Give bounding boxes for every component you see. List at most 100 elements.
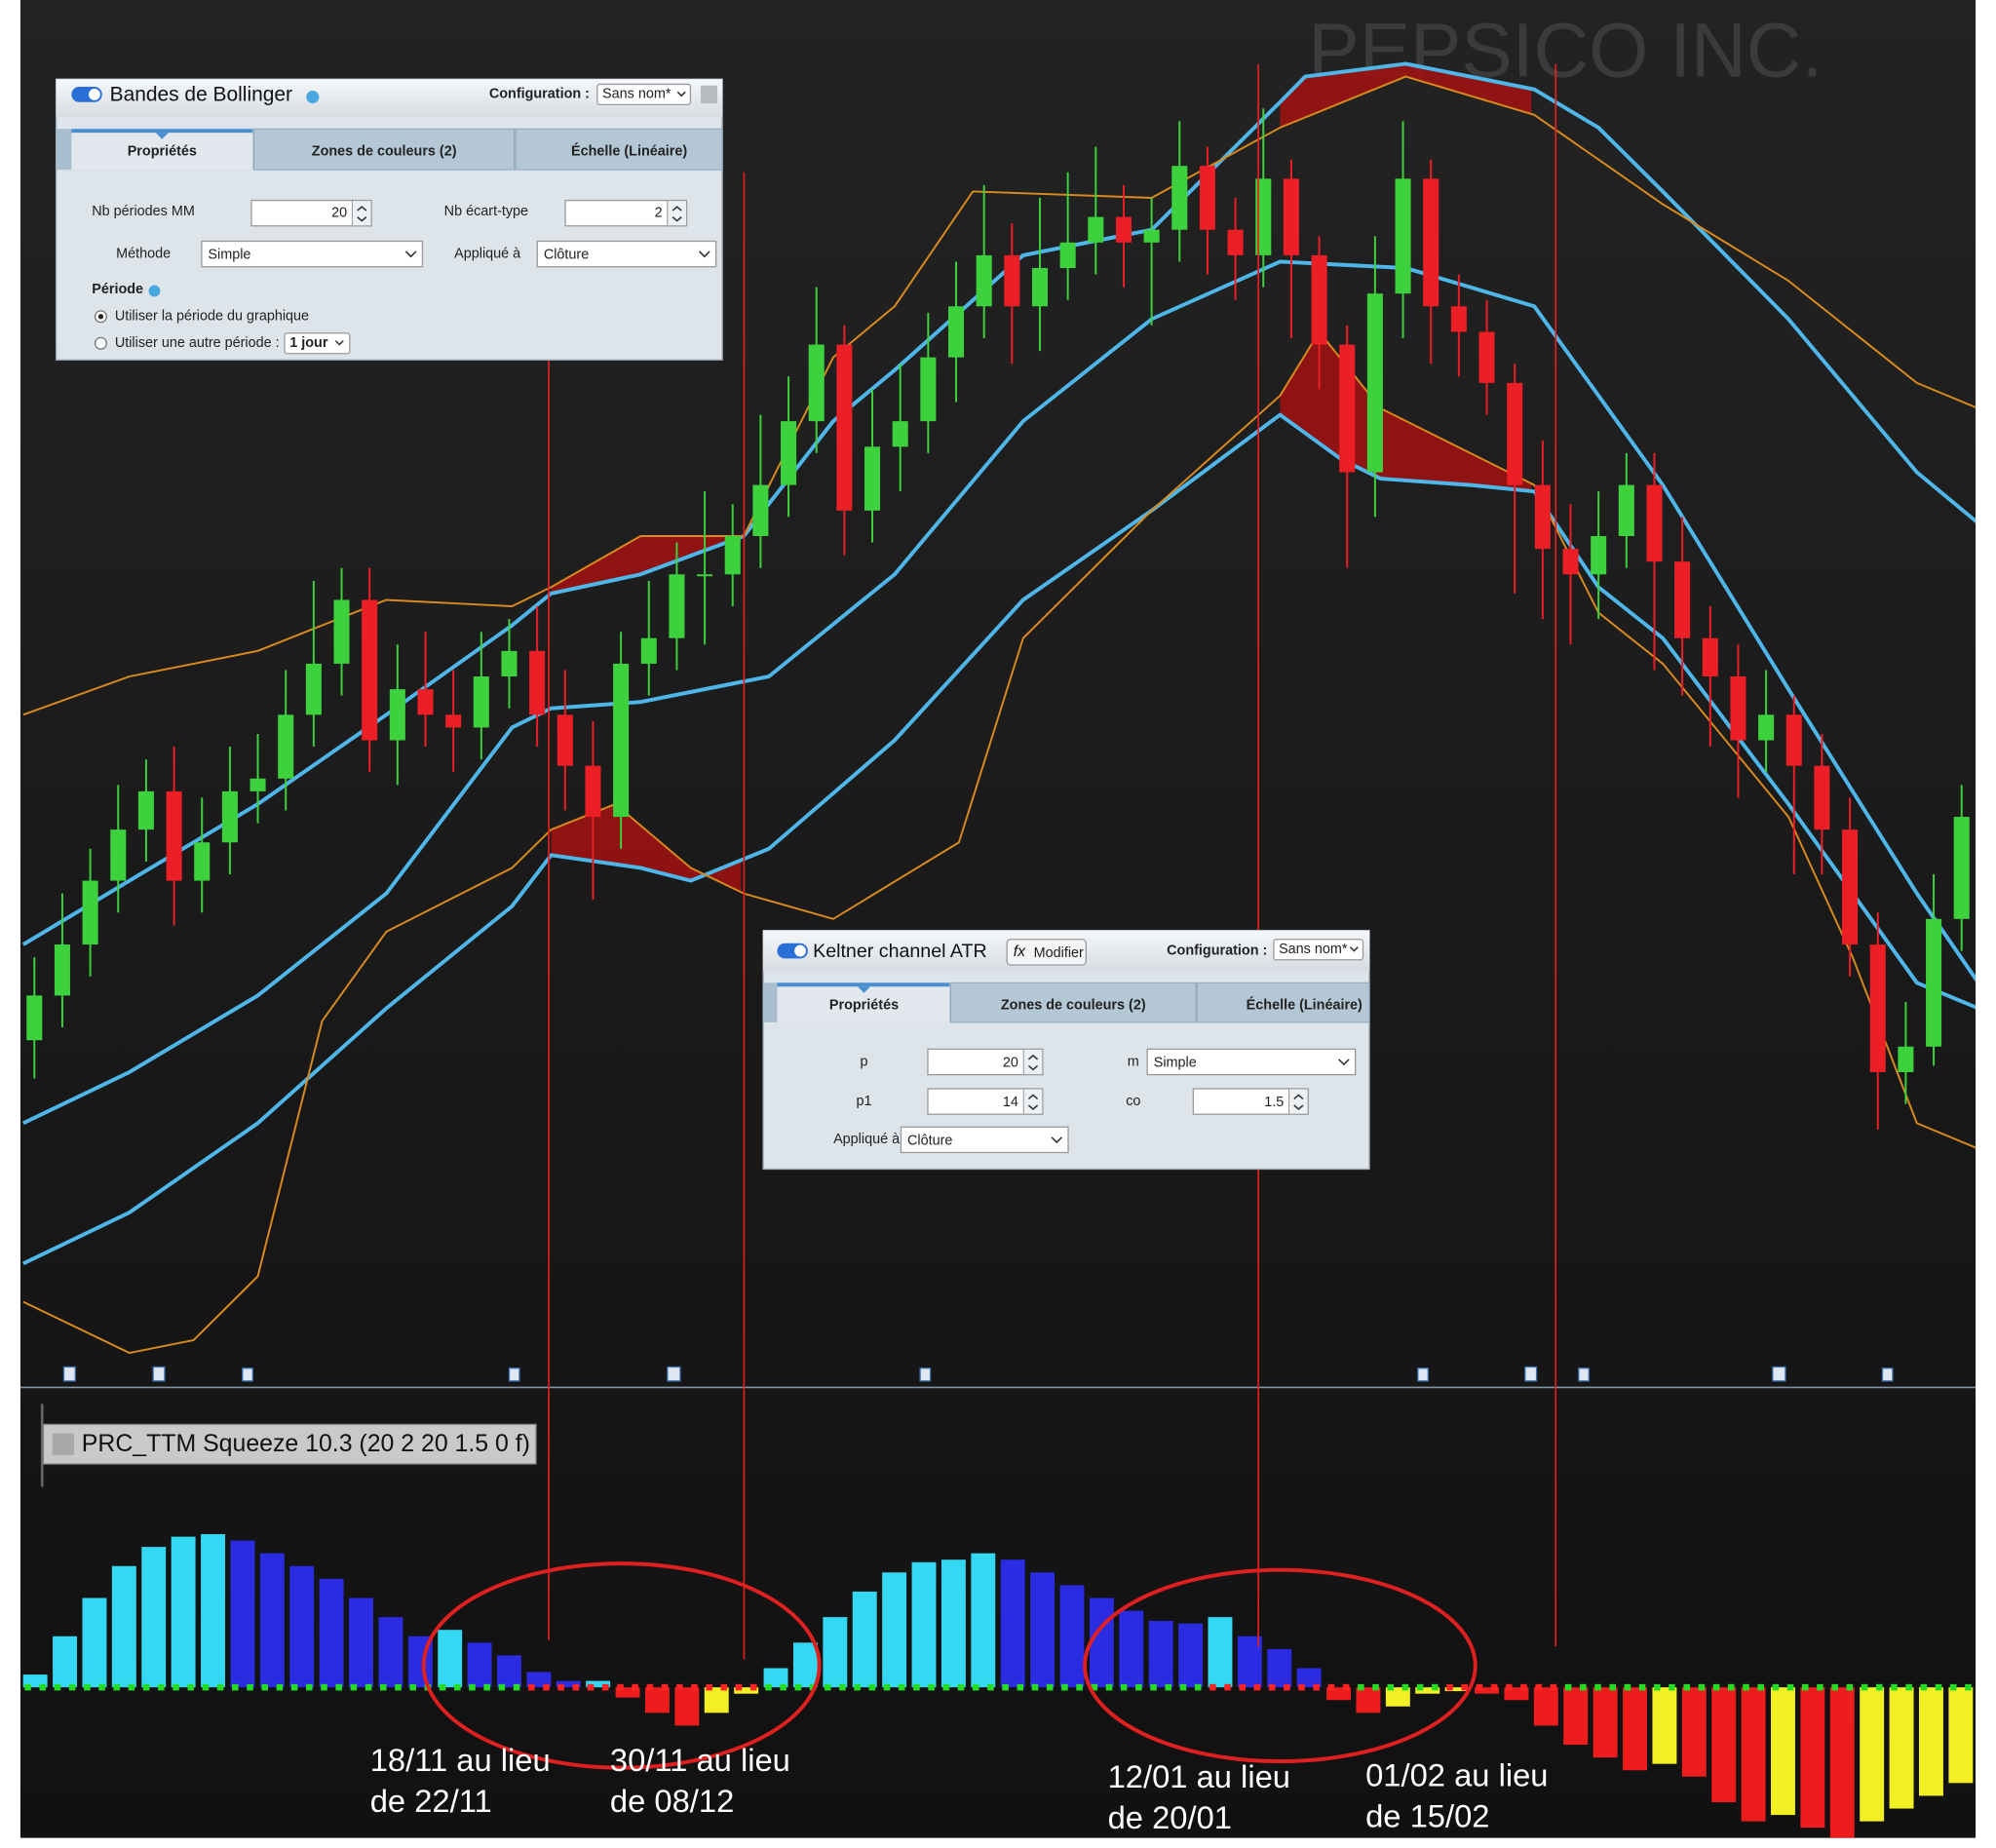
event-icon[interactable] bbox=[1578, 1367, 1590, 1382]
tab[interactable] bbox=[950, 982, 1197, 1023]
squeeze-dot bbox=[1224, 1683, 1231, 1691]
squeeze-dot bbox=[1786, 1683, 1794, 1691]
config-label: Configuration : bbox=[1167, 943, 1267, 958]
select[interactable] bbox=[536, 240, 717, 268]
squeeze-dot bbox=[1698, 1683, 1706, 1691]
candle-body bbox=[1031, 267, 1049, 307]
squeeze-dot bbox=[39, 1683, 47, 1691]
candle-body bbox=[724, 535, 741, 575]
spinner[interactable] bbox=[667, 200, 688, 227]
info-icon[interactable] bbox=[148, 285, 161, 297]
field-label: co bbox=[1126, 1094, 1140, 1109]
event-icon[interactable] bbox=[919, 1367, 932, 1382]
squeeze-dot bbox=[1416, 1683, 1424, 1691]
event-icon[interactable] bbox=[242, 1367, 253, 1382]
squeeze-dot bbox=[1017, 1683, 1024, 1691]
momentum-bar bbox=[674, 1687, 700, 1726]
save-icon[interactable] bbox=[700, 85, 717, 104]
radio[interactable] bbox=[94, 336, 107, 350]
event-icon[interactable] bbox=[1524, 1366, 1538, 1382]
momentum-bar bbox=[882, 1572, 907, 1688]
squeeze-dot bbox=[113, 1683, 121, 1691]
candle-body bbox=[1366, 293, 1383, 473]
highlight-ellipse bbox=[421, 1561, 822, 1770]
select[interactable] bbox=[284, 332, 351, 355]
tab[interactable] bbox=[253, 128, 516, 171]
squeeze-dot bbox=[1401, 1683, 1409, 1691]
candle-body bbox=[26, 995, 43, 1041]
candle-body bbox=[808, 344, 825, 422]
event-icon[interactable] bbox=[1417, 1367, 1429, 1382]
momentum-bar bbox=[1356, 1687, 1381, 1713]
squeeze-dot bbox=[1905, 1683, 1912, 1691]
candle-body bbox=[1646, 484, 1663, 562]
event-icon[interactable] bbox=[1772, 1366, 1786, 1382]
tab[interactable] bbox=[515, 128, 723, 171]
input-value: 20 bbox=[331, 205, 347, 220]
momentum-bar bbox=[940, 1559, 966, 1688]
event-icon[interactable] bbox=[152, 1366, 166, 1382]
momentum-bar bbox=[1652, 1687, 1677, 1764]
tab-label: Zones de couleurs (2) bbox=[312, 144, 457, 160]
modify-button[interactable] bbox=[1006, 939, 1088, 966]
toggle-knob bbox=[89, 89, 100, 100]
toggle-knob bbox=[794, 944, 806, 957]
candle-body bbox=[1423, 178, 1439, 307]
event-icon[interactable] bbox=[62, 1366, 76, 1382]
candle-body bbox=[529, 650, 546, 715]
spinner[interactable] bbox=[351, 200, 372, 227]
select[interactable] bbox=[1146, 1048, 1357, 1076]
tab-pointer bbox=[155, 133, 169, 139]
squeeze-dot bbox=[1476, 1683, 1483, 1691]
momentum-bar bbox=[1741, 1687, 1766, 1822]
event-icon[interactable] bbox=[508, 1367, 520, 1382]
squeeze-dot bbox=[1268, 1683, 1276, 1691]
momentum-bar bbox=[1475, 1687, 1499, 1694]
info-icon[interactable] bbox=[306, 90, 320, 104]
momentum-bar bbox=[1593, 1687, 1618, 1758]
config-select[interactable] bbox=[1273, 939, 1364, 961]
radio-label: Utiliser la période du graphique bbox=[115, 309, 309, 325]
momentum-bar bbox=[1178, 1623, 1204, 1688]
squeeze-dot bbox=[617, 1683, 624, 1691]
squeeze-fill bbox=[1280, 63, 1532, 128]
spinner[interactable] bbox=[1288, 1088, 1309, 1115]
indicator-label: PRC_TTM Squeeze 10.3 (20 2 20 1.5 0 f) bbox=[40, 1404, 537, 1487]
spinner[interactable] bbox=[1022, 1048, 1044, 1076]
highlight-ellipse bbox=[1083, 1567, 1478, 1764]
squeeze-dot bbox=[1076, 1683, 1083, 1691]
squeeze-dot bbox=[1594, 1683, 1601, 1691]
candle-body bbox=[1785, 714, 1802, 766]
candle-body bbox=[1674, 561, 1691, 638]
spinner[interactable] bbox=[1022, 1088, 1044, 1115]
candle-body bbox=[1534, 484, 1551, 550]
momentum-bar bbox=[171, 1536, 196, 1688]
candle-body bbox=[1507, 382, 1523, 485]
squeeze-dot bbox=[1638, 1683, 1646, 1691]
candle-body bbox=[1395, 178, 1411, 294]
modify-label: Modifier bbox=[1034, 945, 1084, 961]
config-value: Sans nom* bbox=[1279, 942, 1348, 957]
event-icon[interactable] bbox=[1881, 1367, 1894, 1382]
candle-body bbox=[613, 663, 630, 818]
candle-body bbox=[54, 944, 70, 996]
band-line bbox=[22, 330, 1977, 1355]
squeeze-dot bbox=[1461, 1683, 1469, 1691]
squeeze-dot bbox=[306, 1683, 313, 1691]
squeeze-dot bbox=[1891, 1683, 1898, 1691]
event-icon[interactable] bbox=[667, 1366, 681, 1382]
select[interactable] bbox=[900, 1126, 1069, 1154]
squeeze-dot bbox=[68, 1683, 76, 1691]
squeeze-dot bbox=[1179, 1683, 1187, 1691]
select-value: Clôture bbox=[907, 1133, 952, 1148]
candle-body bbox=[1562, 549, 1579, 575]
tab[interactable] bbox=[1196, 982, 1370, 1023]
select[interactable] bbox=[201, 240, 424, 268]
number-input[interactable] bbox=[250, 199, 372, 227]
squeeze-dot bbox=[928, 1683, 935, 1691]
field-label: p bbox=[860, 1054, 867, 1069]
date-markers bbox=[548, 63, 1557, 1660]
event-icons bbox=[62, 1366, 1894, 1382]
squeeze-dot bbox=[1817, 1683, 1823, 1691]
config-select[interactable] bbox=[596, 83, 692, 106]
